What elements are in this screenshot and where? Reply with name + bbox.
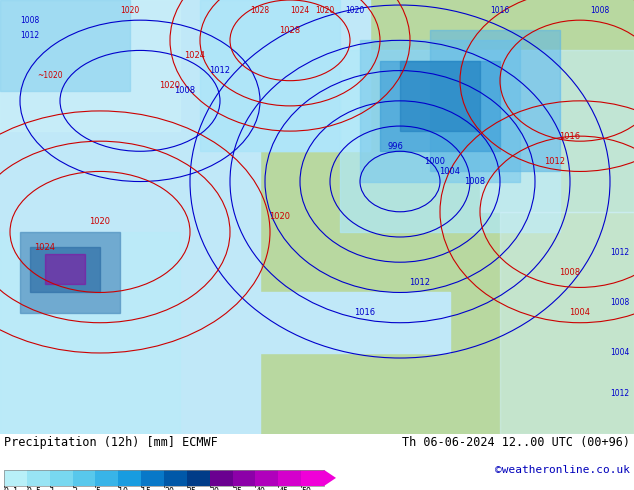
Text: 1008: 1008 <box>611 298 630 307</box>
Polygon shape <box>0 232 180 434</box>
Bar <box>256 470 278 486</box>
Text: 1020: 1020 <box>120 5 139 15</box>
Text: 1012: 1012 <box>611 247 630 257</box>
Polygon shape <box>400 60 480 131</box>
Text: 1028: 1028 <box>280 26 301 35</box>
Text: 1004: 1004 <box>569 308 590 317</box>
Polygon shape <box>480 50 634 212</box>
Text: 1012: 1012 <box>611 389 630 398</box>
Bar <box>72 470 96 486</box>
Text: 1008: 1008 <box>174 86 195 95</box>
Bar <box>96 470 119 486</box>
Polygon shape <box>200 0 340 151</box>
Text: 1012: 1012 <box>20 31 39 40</box>
Text: 1020: 1020 <box>346 5 365 15</box>
Bar <box>141 470 164 486</box>
Text: 1016: 1016 <box>354 308 375 317</box>
Bar <box>4 470 27 486</box>
Polygon shape <box>500 212 634 434</box>
Text: 1024: 1024 <box>184 51 205 60</box>
Text: 1028: 1028 <box>250 5 269 15</box>
Text: 5: 5 <box>96 488 100 490</box>
Text: 15: 15 <box>141 488 151 490</box>
Text: 1: 1 <box>49 488 55 490</box>
Text: 1004: 1004 <box>611 348 630 358</box>
Text: 30: 30 <box>210 488 220 490</box>
Polygon shape <box>0 0 130 91</box>
Polygon shape <box>0 0 180 131</box>
Polygon shape <box>380 60 500 151</box>
Text: 1008: 1008 <box>20 16 39 24</box>
Polygon shape <box>200 293 450 353</box>
Text: 1012: 1012 <box>545 157 566 166</box>
Text: 1020: 1020 <box>160 81 181 90</box>
Text: Precipitation (12h) [mm] ECMWF: Precipitation (12h) [mm] ECMWF <box>4 436 217 449</box>
Bar <box>210 470 233 486</box>
Text: 0.5: 0.5 <box>27 488 42 490</box>
Polygon shape <box>30 247 100 293</box>
Polygon shape <box>200 0 370 151</box>
Bar <box>164 470 187 486</box>
Bar <box>301 470 324 486</box>
Text: 35: 35 <box>233 488 243 490</box>
Text: 40: 40 <box>256 488 266 490</box>
Text: 25: 25 <box>187 488 197 490</box>
Text: Th 06-06-2024 12..00 UTC (00+96): Th 06-06-2024 12..00 UTC (00+96) <box>402 436 630 449</box>
Text: 1020: 1020 <box>89 218 110 226</box>
Bar <box>27 470 49 486</box>
Text: 1024: 1024 <box>290 5 309 15</box>
Text: 0.1: 0.1 <box>4 488 19 490</box>
Text: 1016: 1016 <box>559 132 581 141</box>
Text: 1020: 1020 <box>269 212 290 221</box>
Text: 2: 2 <box>72 488 77 490</box>
Polygon shape <box>20 232 120 313</box>
Bar <box>49 470 72 486</box>
Text: 50: 50 <box>301 488 311 490</box>
Text: 10: 10 <box>119 488 128 490</box>
Text: 45: 45 <box>278 488 288 490</box>
Text: 1016: 1016 <box>490 5 510 15</box>
Bar <box>119 470 141 486</box>
Text: ©weatheronline.co.uk: ©weatheronline.co.uk <box>495 465 630 475</box>
Text: ~1020: ~1020 <box>37 71 63 80</box>
Text: 1012: 1012 <box>209 66 231 75</box>
Text: 1008: 1008 <box>559 268 581 277</box>
Text: 20: 20 <box>164 488 174 490</box>
Bar <box>278 470 301 486</box>
Polygon shape <box>0 0 260 434</box>
Bar <box>233 470 256 486</box>
Polygon shape <box>360 40 520 181</box>
Polygon shape <box>340 50 560 232</box>
Bar <box>187 470 210 486</box>
Text: 996: 996 <box>387 142 403 151</box>
Text: 1024: 1024 <box>34 243 56 251</box>
Polygon shape <box>45 254 85 284</box>
Text: 1012: 1012 <box>410 278 430 287</box>
Polygon shape <box>324 470 336 486</box>
Polygon shape <box>430 30 560 171</box>
Bar <box>4 470 324 486</box>
Text: 1008: 1008 <box>590 5 610 15</box>
Text: 1004: 1004 <box>439 167 460 176</box>
Text: 1008: 1008 <box>465 177 486 186</box>
Text: 1020: 1020 <box>315 5 335 15</box>
Text: 1000: 1000 <box>425 157 446 166</box>
